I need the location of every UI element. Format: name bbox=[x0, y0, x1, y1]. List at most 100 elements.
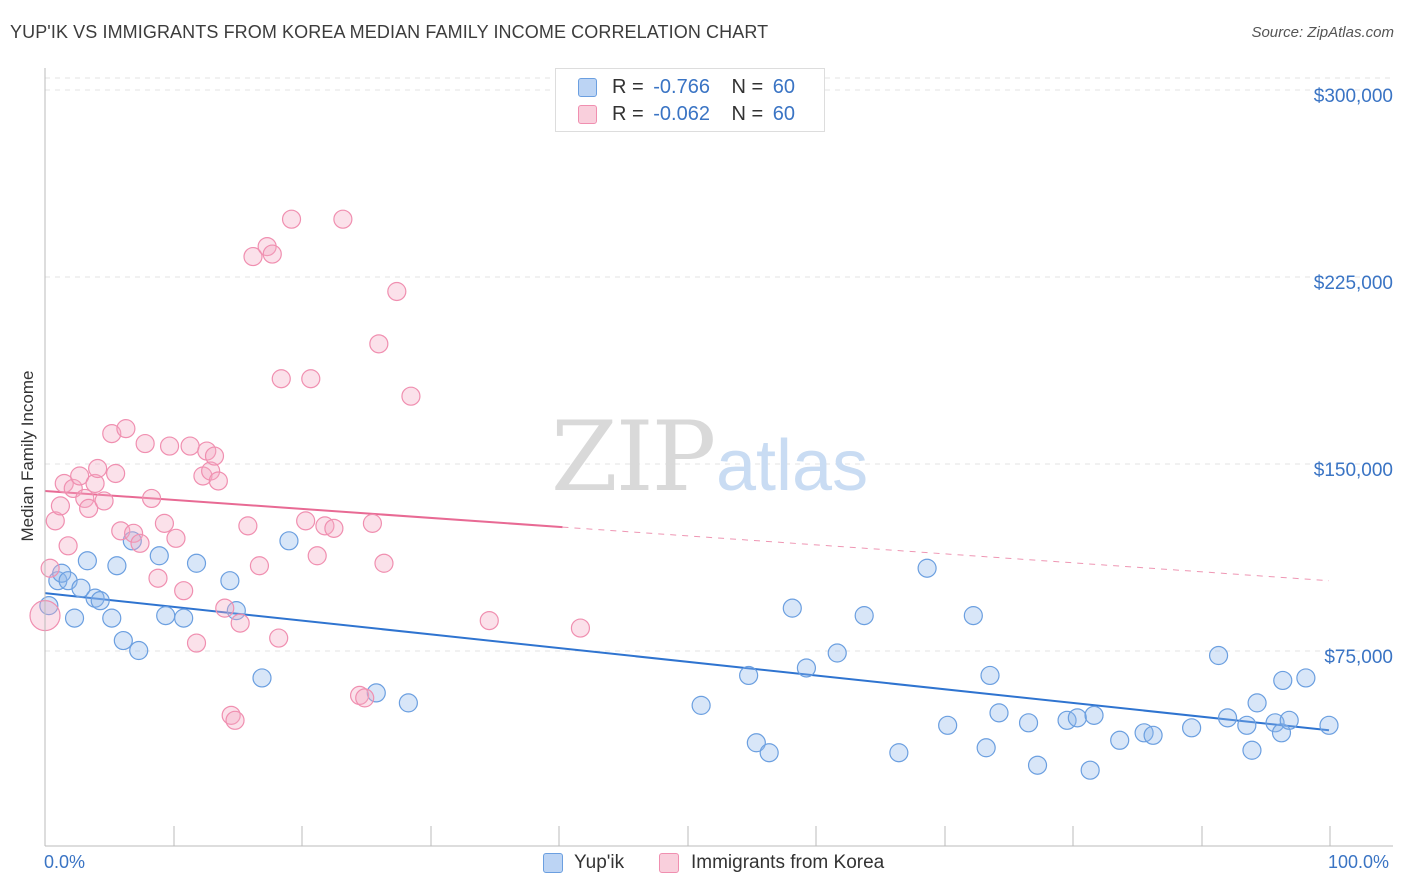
point-yupik bbox=[252, 668, 272, 688]
point-yupik bbox=[156, 606, 176, 626]
point-korea bbox=[148, 568, 168, 588]
point-yupik bbox=[963, 606, 983, 626]
point-korea bbox=[135, 433, 155, 454]
point-korea bbox=[401, 386, 421, 406]
point-yupik bbox=[746, 733, 766, 753]
point-yupik bbox=[174, 608, 194, 628]
point-korea bbox=[296, 511, 316, 531]
point-yupik bbox=[976, 738, 996, 758]
r-value: -0.766 bbox=[653, 76, 710, 98]
point-yupik bbox=[889, 743, 909, 763]
point-korea bbox=[269, 628, 289, 648]
point-korea bbox=[85, 473, 105, 494]
point-korea bbox=[130, 533, 150, 553]
point-korea bbox=[174, 581, 194, 601]
point-korea bbox=[186, 633, 207, 653]
point-yupik bbox=[759, 743, 779, 763]
legend-swatch-blue bbox=[578, 78, 597, 97]
point-korea bbox=[301, 369, 321, 389]
point-yupik bbox=[827, 643, 847, 663]
point-korea bbox=[54, 473, 74, 494]
point-korea bbox=[230, 613, 250, 633]
point-yupik bbox=[186, 553, 207, 573]
trend-line bbox=[44, 489, 563, 529]
point-korea bbox=[362, 513, 383, 533]
point-korea bbox=[333, 209, 353, 229]
point-yupik bbox=[1080, 760, 1100, 780]
point-korea bbox=[204, 446, 225, 466]
point-yupik bbox=[1027, 755, 1048, 775]
point-yupik bbox=[113, 630, 133, 651]
legend-label-yupik: Yup'ik bbox=[574, 852, 625, 873]
point-yupik bbox=[1143, 725, 1163, 745]
point-korea bbox=[166, 528, 186, 548]
point-korea bbox=[79, 498, 99, 518]
point-yupik bbox=[398, 693, 418, 713]
point-yupik bbox=[1296, 668, 1316, 688]
point-yupik bbox=[77, 551, 97, 571]
y-tick-label: $225,000 bbox=[1313, 273, 1393, 294]
point-korea bbox=[180, 436, 200, 456]
legend-swatch-pink bbox=[578, 105, 597, 124]
point-yupik bbox=[1208, 645, 1229, 666]
point-korea bbox=[570, 618, 591, 638]
point-yupik bbox=[938, 715, 958, 735]
point-yupik bbox=[1247, 693, 1267, 713]
x-tick-label-max: 100.0% bbox=[1328, 852, 1390, 872]
point-yupik bbox=[989, 703, 1009, 723]
point-yupik bbox=[917, 558, 937, 578]
trend-line bbox=[44, 592, 1330, 732]
point-korea bbox=[154, 513, 175, 533]
point-korea bbox=[58, 536, 78, 556]
legend-swatch-pink bbox=[659, 853, 679, 873]
legend-swatch-blue bbox=[543, 853, 563, 873]
point-korea bbox=[215, 598, 235, 618]
point-yupik bbox=[64, 608, 85, 628]
point-yupik bbox=[782, 598, 802, 618]
point-yupik bbox=[220, 571, 240, 591]
point-korea bbox=[88, 458, 108, 479]
point-yupik bbox=[279, 531, 299, 551]
point-korea bbox=[75, 488, 95, 509]
point-korea bbox=[159, 436, 180, 456]
watermark-zip: ZIP bbox=[551, 401, 714, 513]
point-yupik bbox=[1237, 715, 1257, 735]
point-korea bbox=[369, 334, 389, 354]
point-korea bbox=[238, 516, 258, 536]
point-korea bbox=[102, 424, 122, 444]
y-tick-label: $300,000 bbox=[1313, 86, 1393, 107]
point-yupik bbox=[739, 665, 759, 686]
point-yupik bbox=[854, 606, 874, 626]
point-yupik bbox=[366, 683, 386, 703]
point-korea bbox=[262, 244, 282, 264]
correlation-legend: R = -0.766 N = 60 R = -0.062 N = 60 bbox=[555, 68, 825, 132]
point-korea bbox=[324, 518, 344, 538]
point-yupik bbox=[1067, 708, 1087, 728]
point-yupik bbox=[1217, 708, 1238, 728]
point-yupik bbox=[129, 640, 149, 661]
point-yupik bbox=[1110, 730, 1130, 750]
point-korea bbox=[374, 553, 394, 573]
point-yupik bbox=[1018, 713, 1039, 733]
point-korea bbox=[201, 461, 221, 481]
point-yupik bbox=[1265, 713, 1285, 733]
n-value: 60 bbox=[772, 103, 796, 125]
point-korea bbox=[123, 523, 144, 543]
point-yupik bbox=[1319, 715, 1339, 735]
r-label: R = bbox=[612, 103, 644, 125]
point-korea bbox=[40, 558, 60, 578]
point-korea bbox=[70, 466, 90, 486]
point-korea bbox=[355, 688, 375, 708]
n-value: 60 bbox=[772, 76, 796, 98]
watermark-atlas: atlas bbox=[716, 426, 868, 506]
point-yupik bbox=[1279, 710, 1299, 730]
point-yupik bbox=[107, 556, 127, 576]
trend-line-extrapolated bbox=[562, 526, 1330, 582]
point-korea bbox=[50, 496, 71, 516]
point-korea bbox=[479, 610, 499, 631]
point-korea bbox=[106, 463, 126, 484]
point-yupik bbox=[226, 601, 246, 621]
y-tick-label: $75,000 bbox=[1324, 647, 1393, 668]
n-label: N = bbox=[731, 76, 764, 98]
